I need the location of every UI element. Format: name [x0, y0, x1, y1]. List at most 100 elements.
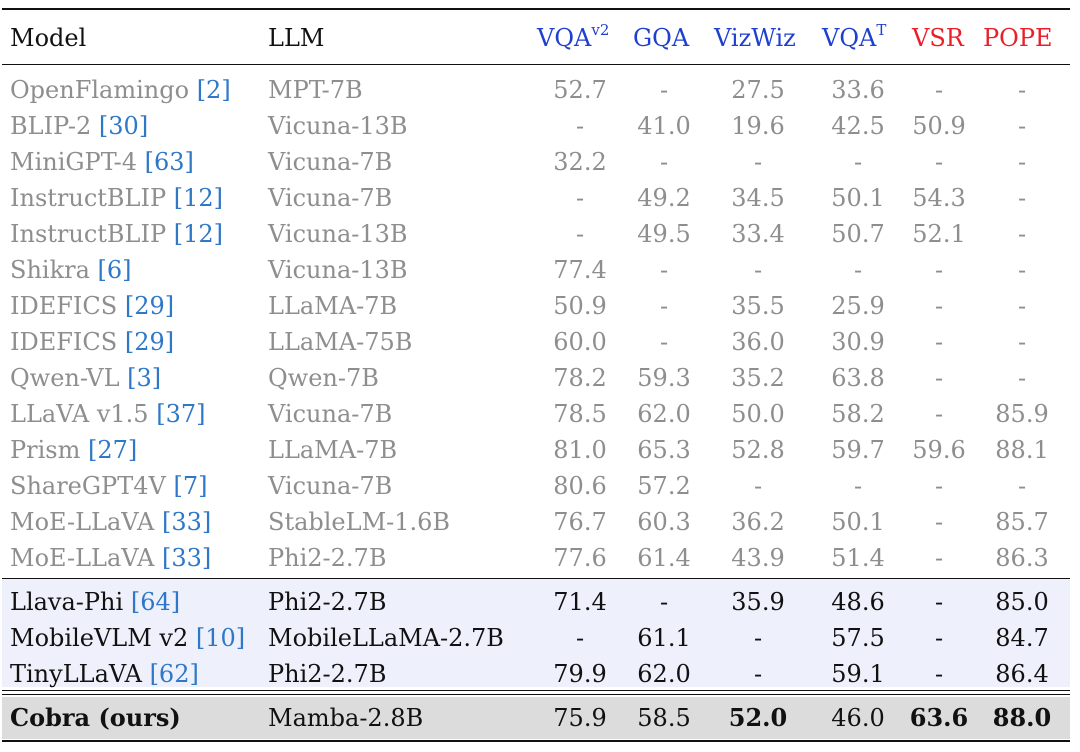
table-row: MoE-LLaVA [33] StableLM-1.6B 76.7 60.3 36.2 5…	[0, 504, 1080, 540]
citation-link[interactable]: [62]	[149, 660, 199, 688]
vqa2-cell: 32.2	[553, 148, 607, 176]
vizwiz-cell: -	[753, 256, 763, 284]
gqa-cell: 49.2	[637, 184, 691, 212]
vsr-cell: -	[934, 148, 944, 176]
citation-link[interactable]: [30]	[98, 112, 149, 140]
vizwiz-cell: 33.4	[731, 220, 785, 248]
table-row: IDEFICS [29] LLaMA-75B 60.0 - 36.0 30.9 - -	[0, 324, 1080, 360]
citation-link[interactable]: [6]	[97, 256, 132, 284]
vqa2-cell: 78.5	[553, 400, 607, 428]
llm-cell: Vicuna-13B	[268, 256, 408, 284]
vizwiz-cell: 35.9	[731, 588, 785, 616]
vqat-cell: 58.2	[831, 400, 885, 428]
pope-cell: -	[1017, 364, 1027, 392]
model-cell: MobileVLM v2 [10]	[10, 624, 246, 652]
pope-cell: 86.3	[995, 544, 1049, 572]
vsr-cell: -	[934, 472, 944, 500]
vqat-cell: 33.6	[831, 76, 885, 104]
gqa-cell: -	[659, 76, 669, 104]
citation-link[interactable]: [12]	[173, 184, 224, 212]
citation-link[interactable]: [29]	[124, 328, 175, 356]
llm-cell: Mamba-2.8B	[268, 704, 424, 732]
vsr-cell: -	[934, 364, 944, 392]
vqa2-cell: 77.4	[553, 256, 607, 284]
model-cell: Shikra [6]	[10, 256, 132, 284]
vqa2-cell: -	[575, 112, 585, 140]
model-cell: InstructBLIP [12]	[10, 220, 224, 248]
pope-cell: -	[1017, 112, 1027, 140]
gqa-cell: 41.0	[637, 112, 691, 140]
vsr-cell: 63.6	[909, 703, 969, 732]
table-row: Shikra [6] Vicuna-13B 77.4 - - - - -	[0, 252, 1080, 288]
vizwiz-cell: -	[753, 148, 763, 176]
pope-cell: 84.7	[995, 624, 1049, 652]
vqa2-cell: 79.9	[553, 660, 607, 688]
model-cell: ShareGPT4V [7]	[10, 472, 208, 500]
vsr-cell: -	[934, 544, 944, 572]
llm-cell: Qwen-7B	[268, 364, 379, 392]
vizwiz-cell: 36.0	[731, 328, 785, 356]
small-model-band	[2, 578, 1070, 687]
citation-link[interactable]: [37]	[156, 400, 206, 428]
vqat-cell: 30.9	[831, 328, 885, 356]
citation-link[interactable]: [63]	[144, 148, 194, 176]
pope-cell: 88.0	[992, 703, 1052, 732]
pope-cell: -	[1017, 292, 1027, 320]
gqa-cell: 58.5	[637, 704, 691, 732]
vqat-cell: -	[853, 148, 863, 176]
ours-band	[2, 697, 1070, 739]
vqa2-cell: -	[575, 184, 585, 212]
citation-link[interactable]: [64]	[130, 588, 181, 616]
pope-cell: -	[1017, 256, 1027, 284]
table-row: IDEFICS [29] LLaMA-7B 50.9 - 35.5 25.9 - -	[0, 288, 1080, 324]
header-vqav2: VQAv2	[537, 21, 610, 53]
header-pope: POPE	[983, 24, 1053, 52]
vizwiz-cell: -	[753, 624, 763, 652]
header-model: Model	[10, 24, 87, 52]
citation-link[interactable]: [7]	[173, 472, 208, 500]
header-vizwiz: VizWiz	[714, 24, 796, 52]
pope-cell: -	[1017, 472, 1027, 500]
llm-cell: MPT-7B	[268, 76, 363, 104]
citation-link[interactable]: [33]	[161, 544, 212, 572]
vizwiz-cell: 52.8	[731, 436, 785, 464]
gqa-cell: 61.1	[637, 624, 691, 652]
gqa-cell: -	[659, 148, 669, 176]
citation-link[interactable]: [33]	[161, 508, 212, 536]
header-llm: LLM	[268, 24, 325, 52]
model-cell: Cobra (ours)	[10, 703, 181, 732]
table-row: InstructBLIP [12] Vicuna-13B - 49.5 33.4 50.7…	[0, 216, 1080, 252]
vqa2-cell: 60.0	[553, 328, 607, 356]
pope-cell: 86.4	[995, 660, 1049, 688]
llm-cell: StableLM-1.6B	[268, 508, 451, 536]
vqat-cell: 51.4	[831, 544, 885, 572]
pope-cell: -	[1017, 184, 1027, 212]
vizwiz-cell: 35.2	[731, 364, 785, 392]
table-row: ShareGPT4V [7] Vicuna-7B 80.6 57.2 - - - -	[0, 468, 1080, 504]
citation-link[interactable]: [27]	[88, 436, 138, 464]
vqa2-cell: 52.7	[553, 76, 607, 104]
citation-link[interactable]: [29]	[124, 292, 175, 320]
vqat-cell: -	[853, 472, 863, 500]
model-cell: BLIP-2 [30]	[10, 112, 149, 140]
citation-link[interactable]: [2]	[196, 76, 231, 104]
vqa2-cell: -	[575, 624, 585, 652]
llm-cell: Vicuna-13B	[268, 112, 408, 140]
gqa-cell: 49.5	[637, 220, 691, 248]
ours-row: Cobra (ours) Mamba-2.8B 75.9 58.5 52.0 46.0 63…	[0, 700, 1080, 736]
citation-link[interactable]: [12]	[173, 220, 224, 248]
pope-cell: -	[1017, 328, 1027, 356]
model-cell: OpenFlamingo [2]	[10, 76, 231, 104]
vqa2-cell: 75.9	[553, 704, 607, 732]
citation-link[interactable]: [3]	[127, 364, 162, 392]
header-vsr: VSR	[912, 24, 964, 52]
pope-cell: -	[1017, 148, 1027, 176]
vqa2-cell: 50.9	[553, 292, 607, 320]
gqa-cell: -	[659, 256, 669, 284]
citation-link[interactable]: [10]	[195, 624, 246, 652]
vizwiz-cell: 27.5	[731, 76, 785, 104]
vizwiz-cell: 34.5	[731, 184, 785, 212]
table-row: MobileVLM v2 [10] MobileLLaMA-2.7B - 61.1 - 5…	[0, 620, 1080, 656]
table-row: Qwen-VL [3] Qwen-7B 78.2 59.3 35.2 63.8 - -	[0, 360, 1080, 396]
gqa-cell: 65.3	[637, 436, 691, 464]
